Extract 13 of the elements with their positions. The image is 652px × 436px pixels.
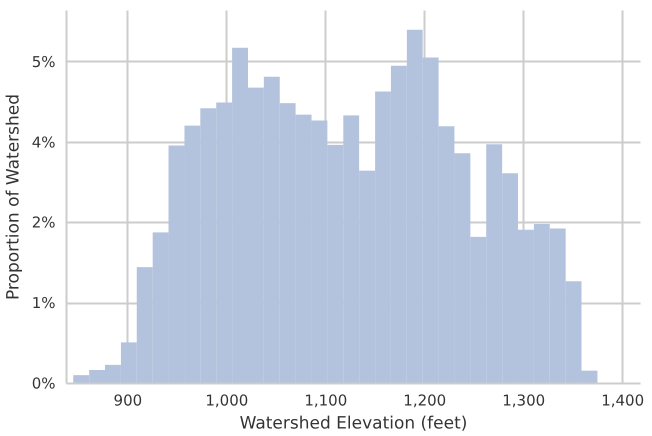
x-tick-label: 1,200	[403, 392, 446, 410]
x-tick-label: 1,400	[601, 392, 644, 410]
y-tick-label: 0%	[32, 374, 56, 392]
y-tick-label: 2%	[32, 214, 56, 232]
y-tick-label: 5%	[32, 52, 56, 71]
x-tick-label: 1,300	[502, 392, 546, 410]
y-axis-title: Proportion of Watershed	[4, 94, 24, 300]
y-tick-label: 4%	[32, 133, 56, 152]
x-tick-label: 900	[114, 392, 142, 410]
y-tick-label: 1%	[32, 294, 56, 312]
x-tick-label: 1,000	[205, 392, 248, 410]
x-tick-label: 1,100	[304, 392, 348, 410]
x-axis-title: Watershed Elevation (feet)	[240, 414, 468, 434]
